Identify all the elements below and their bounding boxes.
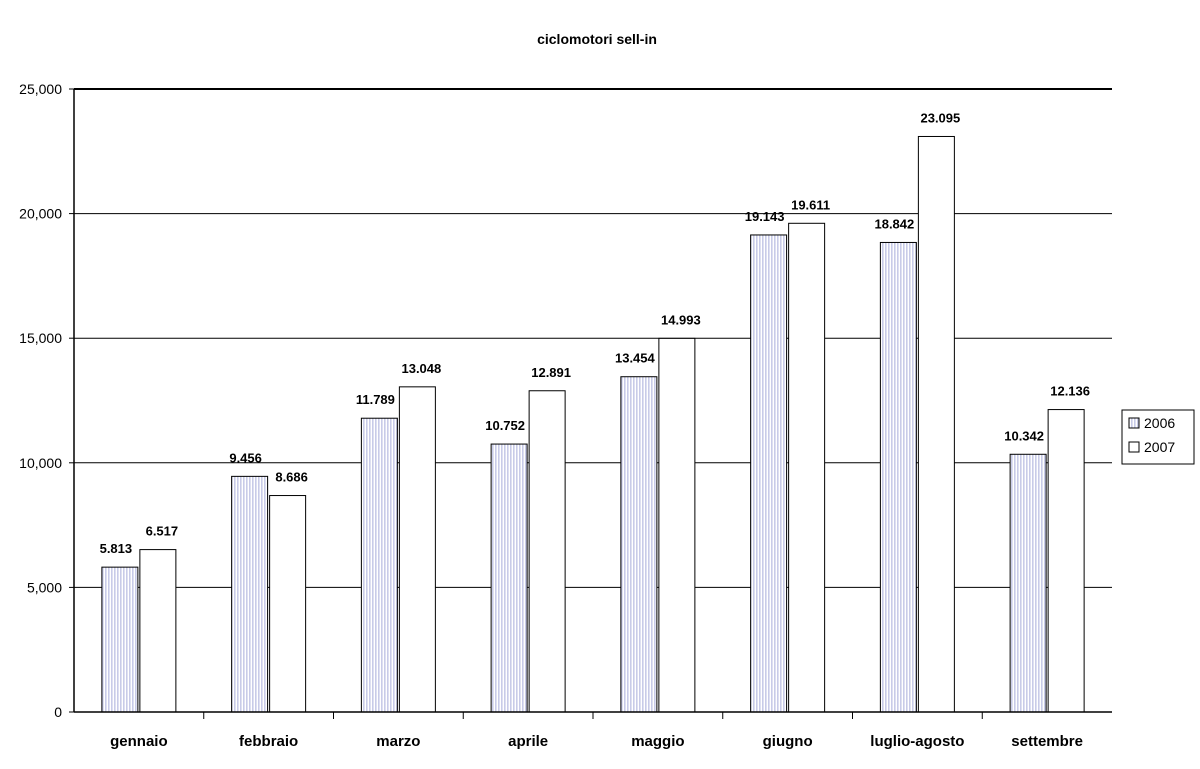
bar-2006-febbraio — [231, 475, 269, 713]
x-axis-ticks: gennaio febbraio marzo aprile maggio giugno lu… — [110, 712, 1083, 750]
y-tick-label: 25,000 — [19, 81, 62, 97]
data-label: 18.842 — [874, 216, 914, 231]
legend-label-2006: 2006 — [1144, 415, 1175, 431]
x-tick-label: luglio-agosto — [870, 733, 964, 750]
bar-2006-luglio-agosto — [879, 241, 917, 713]
bar-2006-maggio — [620, 376, 658, 713]
data-label: 23.095 — [920, 110, 960, 125]
bar-2007-gennaio — [139, 549, 177, 713]
bar-2007-giugno — [788, 222, 826, 713]
bar-2007-marzo — [398, 386, 436, 713]
data-label: 19.143 — [745, 209, 785, 224]
chart-title: ciclomotori sell-in — [537, 31, 657, 47]
data-label: 6.517 — [146, 524, 179, 539]
y-tick-label: 0 — [54, 704, 62, 720]
x-tick-label: settembre — [1011, 733, 1083, 750]
bar-2006-gennaio — [101, 566, 139, 713]
data-label: 11.789 — [356, 392, 395, 407]
y-tick-label: 20,000 — [19, 206, 62, 222]
data-label: 10.752 — [485, 418, 525, 433]
data-label: 8.686 — [275, 470, 308, 485]
bar-2006-aprile — [490, 443, 528, 713]
data-label: 19.611 — [791, 197, 830, 212]
legend: 2006 2007 — [1121, 409, 1195, 465]
bar-2006-settembre — [1009, 453, 1047, 713]
x-tick-label: maggio — [631, 733, 684, 750]
x-tick-label: marzo — [376, 733, 420, 750]
y-axis-ticks: 0 5,000 10,000 15,000 20,000 25,000 — [19, 81, 74, 720]
data-label: 14.993 — [661, 312, 701, 327]
grid-lines — [74, 88, 1112, 588]
bar-2007-maggio — [658, 337, 696, 713]
bar-2006-giugno — [750, 234, 788, 713]
bar-2007-settembre — [1047, 409, 1085, 713]
y-tick-label: 5,000 — [27, 579, 62, 595]
data-label: 12.891 — [531, 365, 571, 380]
x-tick-label: febbraio — [239, 733, 298, 750]
axes — [73, 89, 1112, 713]
data-label: 10.342 — [1004, 428, 1044, 443]
x-tick-label: gennaio — [110, 733, 168, 750]
data-label: 13.454 — [615, 351, 656, 366]
legend-swatch-2006 — [1128, 417, 1140, 429]
data-label: 12.136 — [1050, 384, 1090, 399]
y-tick-label: 15,000 — [19, 330, 62, 346]
bar-2007-aprile — [528, 390, 566, 713]
legend-swatch-2007 — [1128, 441, 1140, 453]
x-tick-label: giugno — [763, 733, 813, 750]
data-label: 9.456 — [229, 450, 262, 465]
bar-2006-marzo — [360, 417, 398, 713]
bar-2007-luglio-agosto — [917, 135, 955, 713]
bar-2007-febbraio — [269, 495, 307, 713]
y-tick-label: 10,000 — [19, 455, 62, 471]
legend-label-2007: 2007 — [1144, 439, 1175, 455]
bars — [101, 135, 1085, 713]
data-labels: 5.813 6.517 9.456 8.686 11.789 13.048 10.752 12… — [100, 110, 1090, 556]
data-label: 13.048 — [401, 361, 441, 376]
data-label: 5.813 — [100, 541, 133, 556]
x-tick-label: aprile — [508, 733, 548, 750]
